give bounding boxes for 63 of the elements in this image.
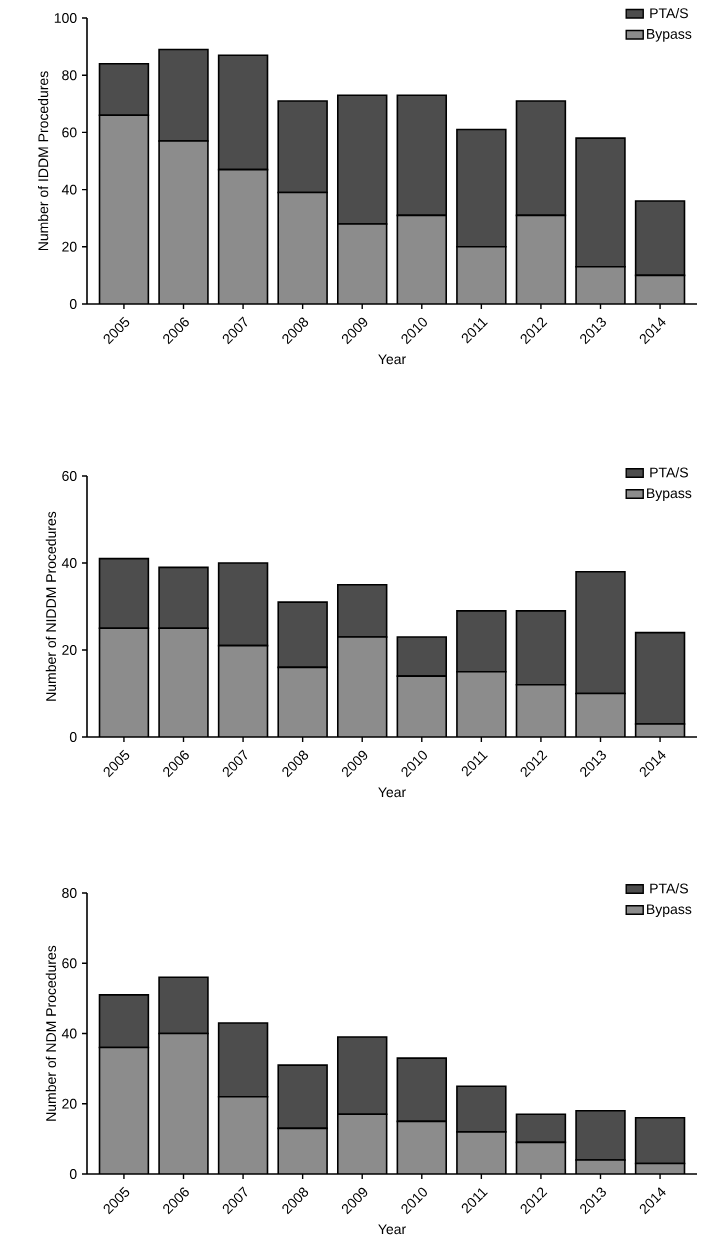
y-tick-label: 40 bbox=[61, 1028, 77, 1039]
bar bbox=[397, 1121, 447, 1175]
bar bbox=[396, 1057, 448, 1123]
y-tick-label: 40 bbox=[61, 184, 77, 195]
bar bbox=[397, 676, 447, 738]
y-tick-label: 0 bbox=[69, 732, 77, 742]
bar bbox=[218, 645, 268, 738]
bar bbox=[159, 140, 208, 304]
y-tick-label: 80 bbox=[62, 888, 77, 898]
bar bbox=[99, 115, 149, 304]
bar bbox=[456, 1131, 506, 1175]
bar bbox=[575, 1109, 626, 1161]
bar bbox=[576, 693, 625, 738]
y-tick-label: 0 bbox=[69, 1169, 77, 1179]
bar bbox=[278, 667, 328, 738]
y-tick-label: 40 bbox=[61, 558, 77, 568]
bar bbox=[278, 192, 328, 304]
bar bbox=[456, 246, 506, 304]
bar bbox=[397, 215, 447, 304]
legend-label: PTA/S bbox=[650, 7, 688, 19]
bar bbox=[337, 636, 387, 738]
y-tick-label: 60 bbox=[62, 958, 77, 969]
bar bbox=[277, 1064, 328, 1130]
y-tick-label: 60 bbox=[62, 127, 77, 138]
bar bbox=[576, 266, 625, 304]
bar bbox=[456, 671, 506, 738]
bar bbox=[516, 684, 566, 738]
y-tick-label: 20 bbox=[62, 1098, 77, 1109]
bar bbox=[218, 169, 268, 304]
y-tick-label: 20 bbox=[62, 645, 77, 655]
bar bbox=[159, 628, 208, 738]
bar bbox=[456, 128, 507, 248]
legend-label: PTA/S bbox=[650, 883, 688, 894]
bar bbox=[516, 1142, 566, 1175]
legend-label: Bypass bbox=[647, 29, 692, 42]
bar bbox=[396, 636, 448, 677]
legend-label: Bypass bbox=[647, 904, 692, 917]
y-tick-label: 60 bbox=[62, 471, 77, 481]
x-axis-title: Year bbox=[378, 354, 406, 365]
bar bbox=[515, 1113, 567, 1144]
bar bbox=[337, 223, 387, 304]
bar bbox=[575, 137, 626, 268]
bar bbox=[516, 215, 566, 304]
bar bbox=[218, 1096, 268, 1175]
bar bbox=[336, 1036, 388, 1116]
y-tick-label: 100 bbox=[54, 13, 77, 23]
bar bbox=[278, 1128, 328, 1175]
legend-label: PTA/S bbox=[650, 467, 688, 478]
bar bbox=[99, 628, 149, 738]
bar bbox=[159, 1033, 208, 1175]
bar bbox=[337, 1114, 387, 1175]
bar bbox=[634, 274, 686, 304]
x-axis-title: Year bbox=[378, 1224, 406, 1235]
bar bbox=[456, 1085, 507, 1133]
legend-label: Bypass bbox=[647, 488, 692, 501]
y-tick-label: 20 bbox=[62, 241, 77, 252]
y-tick-label: 0 bbox=[69, 299, 77, 309]
y-tick-label: 80 bbox=[62, 70, 77, 81]
y-axis-title: Number of IDDM Procedures bbox=[37, 71, 49, 251]
bar bbox=[99, 1047, 149, 1175]
y-axis-title: Number of NDM Procedures bbox=[45, 945, 57, 1121]
y-axis-title: Number of NIDDM Procedures bbox=[45, 511, 57, 701]
x-axis-title: Year bbox=[378, 787, 406, 798]
